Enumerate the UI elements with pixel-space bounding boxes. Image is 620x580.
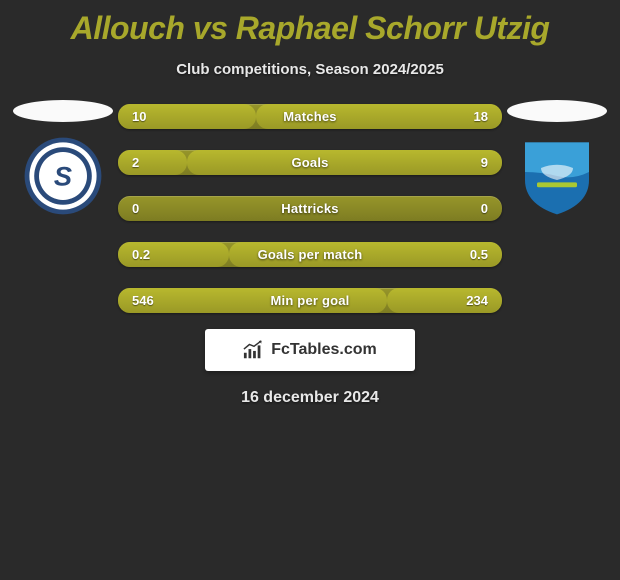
date: 16 december 2024 — [241, 389, 379, 407]
club-right-crest-icon — [512, 136, 602, 216]
player-right-head-icon — [507, 100, 607, 122]
brand-chart-icon — [243, 340, 265, 360]
stat-value-right: 234 — [452, 293, 488, 308]
stat-value-right: 9 — [452, 155, 488, 170]
stat-metric-label: Matches — [118, 109, 502, 124]
page-title: Allouch vs Raphael Schorr Utzig — [0, 0, 620, 47]
svg-text:S: S — [54, 161, 72, 192]
stat-row: 546Min per goal234 — [118, 288, 502, 313]
stat-row: 0Hattricks0 — [118, 196, 502, 221]
stat-value-right: 0 — [452, 201, 488, 216]
club-left-crest-icon: S — [18, 136, 108, 216]
subtitle: Club competitions, Season 2024/2025 — [0, 61, 620, 78]
footer: FcTables.com 16 december 2024 — [0, 329, 620, 407]
stat-row: 2Goals9 — [118, 150, 502, 175]
comparison-layout: S 10Matches18 2Goals9 0Hattricks0 0.2Goals … — [0, 100, 620, 313]
stat-metric-label: Goals per match — [118, 247, 502, 262]
stat-row: 0.2Goals per match0.5 — [118, 242, 502, 267]
stat-metric-label: Hattricks — [118, 201, 502, 216]
player-left-head-icon — [13, 100, 113, 122]
brand-text: FcTables.com — [271, 341, 377, 359]
player-left-column: S — [8, 100, 118, 216]
brand-badge: FcTables.com — [205, 329, 415, 371]
stat-bars: 10Matches18 2Goals9 0Hattricks0 0.2Goals pe… — [118, 104, 502, 313]
stat-value-right: 0.5 — [452, 247, 488, 262]
stat-metric-label: Goals — [118, 155, 502, 170]
stat-value-right: 18 — [452, 109, 488, 124]
player-right-column — [502, 100, 612, 216]
stat-row: 10Matches18 — [118, 104, 502, 129]
stat-metric-label: Min per goal — [118, 293, 502, 308]
